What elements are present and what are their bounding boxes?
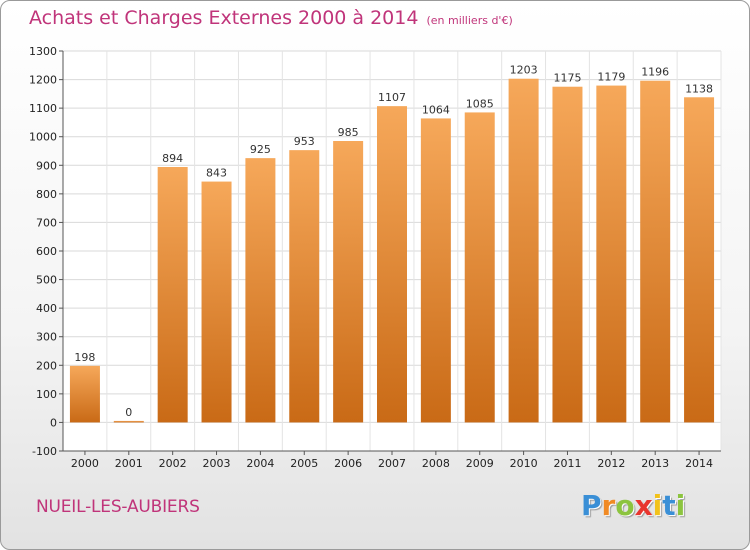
x-tick-label-2011: 2011 xyxy=(553,457,581,470)
bar-2008 xyxy=(420,118,451,423)
value-label-2010: 1203 xyxy=(510,64,538,77)
chart-subtitle: (en milliers d'€) xyxy=(426,14,513,27)
x-tick-label-2009: 2009 xyxy=(466,457,494,470)
value-label-2007: 1107 xyxy=(378,91,406,104)
bar-2010 xyxy=(508,78,539,423)
y-tick-label: 500 xyxy=(36,274,57,287)
logo-letter: o xyxy=(615,489,635,522)
value-label-2012: 1179 xyxy=(597,71,625,84)
x-tick-label-2010: 2010 xyxy=(510,457,538,470)
bar-2006 xyxy=(333,141,364,423)
bar-2012 xyxy=(596,85,627,423)
y-tick-label: 900 xyxy=(36,159,57,172)
x-tick-label-2008: 2008 xyxy=(422,457,450,470)
logo-letter: P xyxy=(581,489,602,522)
logo-letter: i xyxy=(652,489,663,522)
bar-2013 xyxy=(640,80,671,423)
x-tick-label-2001: 2001 xyxy=(115,457,143,470)
proxiti-logo: Proxiti xyxy=(581,489,685,522)
y-tick-label: 700 xyxy=(36,216,57,229)
x-tick-label-2002: 2002 xyxy=(159,457,187,470)
value-label-2002: 894 xyxy=(162,152,183,165)
bar-2005 xyxy=(289,150,320,423)
bar-2004 xyxy=(245,158,276,423)
logo-letter: x xyxy=(634,489,653,522)
value-label-2004: 925 xyxy=(250,143,271,156)
bar-2011 xyxy=(552,86,583,423)
y-tick-label: -100 xyxy=(32,445,57,458)
value-label-2008: 1064 xyxy=(422,103,450,116)
x-tick-label-2007: 2007 xyxy=(378,457,406,470)
y-tick-label: 200 xyxy=(36,359,57,372)
value-label-2003: 843 xyxy=(206,167,227,180)
y-tick-label: 400 xyxy=(36,302,57,315)
y-tick-label: 1000 xyxy=(29,131,57,144)
value-label-2009: 1085 xyxy=(466,97,494,110)
y-tick-label: 300 xyxy=(36,331,57,344)
y-tick-label: 800 xyxy=(36,188,57,201)
bar-2009 xyxy=(464,112,495,423)
value-label-2005: 953 xyxy=(294,135,315,148)
x-tick-label-2013: 2013 xyxy=(641,457,669,470)
bar-2002 xyxy=(157,167,188,423)
y-tick-label: 100 xyxy=(36,388,57,401)
chart-title: Achats et Charges Externes 2000 à 2014 xyxy=(29,7,419,29)
value-label-2001: 0 xyxy=(125,406,132,419)
bar-2014 xyxy=(684,97,715,423)
y-tick-label: 1200 xyxy=(29,74,57,87)
x-tick-label-2003: 2003 xyxy=(203,457,231,470)
value-label-2011: 1175 xyxy=(553,72,581,85)
value-label-2000: 198 xyxy=(74,351,95,364)
value-label-2006: 985 xyxy=(338,126,359,139)
logo-letter: i xyxy=(675,489,686,522)
value-label-2014: 1138 xyxy=(685,82,713,95)
x-tick-label-2006: 2006 xyxy=(334,457,362,470)
x-tick-label-2000: 2000 xyxy=(71,457,99,470)
chart-title-line: Achats et Charges Externes 2000 à 2014 (e… xyxy=(29,7,513,29)
logo-letter: r xyxy=(601,489,616,522)
value-label-2013: 1196 xyxy=(641,66,669,79)
y-tick-label: 1100 xyxy=(29,102,57,115)
y-tick-label: 1300 xyxy=(29,45,57,58)
y-tick-label: 600 xyxy=(36,245,57,258)
bar-2007 xyxy=(377,106,407,423)
x-tick-label-2005: 2005 xyxy=(290,457,318,470)
y-tick-label: 0 xyxy=(50,416,57,429)
x-tick-label-2014: 2014 xyxy=(685,457,713,470)
logo-letter: t xyxy=(662,489,676,522)
bar-2001 xyxy=(113,420,144,423)
bar-2000 xyxy=(69,365,100,423)
bar-2003 xyxy=(201,181,232,423)
x-tick-label-2004: 2004 xyxy=(246,457,274,470)
x-tick-label-2012: 2012 xyxy=(597,457,625,470)
location-name: NUEIL-LES-AUBIERS xyxy=(36,497,200,517)
